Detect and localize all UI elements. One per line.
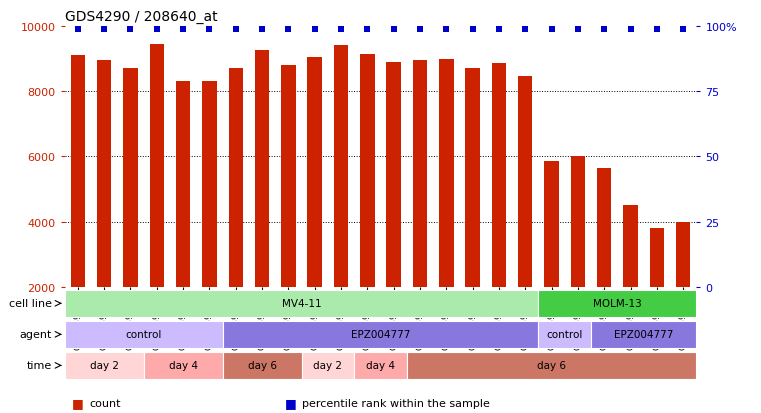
- Point: [335, 26, 347, 33]
- Text: day 2: day 2: [314, 361, 342, 370]
- Bar: [65, 352, 144, 379]
- Bar: [412, 61, 427, 287]
- Point: [256, 26, 268, 33]
- Bar: [123, 69, 138, 287]
- Bar: [97, 61, 111, 287]
- Point: [72, 26, 84, 33]
- Bar: [144, 352, 223, 379]
- Bar: [334, 46, 349, 287]
- Point: [151, 26, 163, 33]
- Text: EPZ004777: EPZ004777: [351, 330, 410, 339]
- Text: time: time: [27, 361, 52, 370]
- Text: day 6: day 6: [537, 361, 566, 370]
- Point: [230, 26, 242, 33]
- Point: [598, 26, 610, 33]
- Text: MV4-11: MV4-11: [282, 299, 321, 309]
- Point: [361, 26, 374, 33]
- Point: [414, 26, 426, 33]
- Point: [677, 26, 689, 33]
- Point: [177, 26, 189, 33]
- Bar: [544, 162, 559, 287]
- Bar: [65, 290, 539, 317]
- Bar: [597, 169, 611, 287]
- Point: [493, 26, 505, 33]
- Bar: [65, 321, 223, 348]
- Point: [519, 26, 531, 33]
- Text: ■: ■: [285, 396, 297, 409]
- Bar: [150, 45, 164, 287]
- Bar: [539, 321, 591, 348]
- Text: MOLM-13: MOLM-13: [593, 299, 642, 309]
- Text: day 4: day 4: [366, 361, 395, 370]
- Point: [440, 26, 452, 33]
- Bar: [439, 59, 454, 287]
- Point: [546, 26, 558, 33]
- Bar: [176, 82, 190, 287]
- Point: [625, 26, 637, 33]
- Point: [572, 26, 584, 33]
- Bar: [202, 82, 217, 287]
- Point: [309, 26, 321, 33]
- Text: ■: ■: [72, 396, 84, 409]
- Bar: [387, 63, 401, 287]
- Bar: [518, 77, 533, 287]
- Text: day 6: day 6: [247, 361, 276, 370]
- Bar: [360, 55, 374, 287]
- Point: [124, 26, 136, 33]
- Bar: [228, 69, 243, 287]
- Point: [651, 26, 663, 33]
- Text: day 2: day 2: [90, 361, 119, 370]
- Bar: [301, 352, 354, 379]
- Text: GDS4290 / 208640_at: GDS4290 / 208640_at: [65, 10, 218, 24]
- Bar: [281, 66, 295, 287]
- Text: agent: agent: [19, 330, 52, 339]
- Point: [203, 26, 215, 33]
- Bar: [223, 352, 301, 379]
- Bar: [307, 58, 322, 287]
- Bar: [223, 321, 539, 348]
- Text: control: control: [126, 330, 162, 339]
- Bar: [676, 222, 690, 287]
- Bar: [407, 352, 696, 379]
- Bar: [539, 290, 696, 317]
- Point: [98, 26, 110, 33]
- Point: [387, 26, 400, 33]
- Text: day 4: day 4: [169, 361, 198, 370]
- Point: [282, 26, 295, 33]
- Text: control: control: [546, 330, 583, 339]
- Bar: [591, 321, 696, 348]
- Bar: [354, 352, 407, 379]
- Bar: [650, 228, 664, 287]
- Text: count: count: [89, 398, 120, 408]
- Bar: [255, 51, 269, 287]
- Point: [466, 26, 479, 33]
- Bar: [466, 69, 480, 287]
- Bar: [623, 206, 638, 287]
- Bar: [71, 56, 85, 287]
- Text: EPZ004777: EPZ004777: [614, 330, 673, 339]
- Bar: [571, 157, 585, 287]
- Bar: [492, 64, 506, 287]
- Text: cell line: cell line: [8, 299, 52, 309]
- Text: percentile rank within the sample: percentile rank within the sample: [302, 398, 490, 408]
